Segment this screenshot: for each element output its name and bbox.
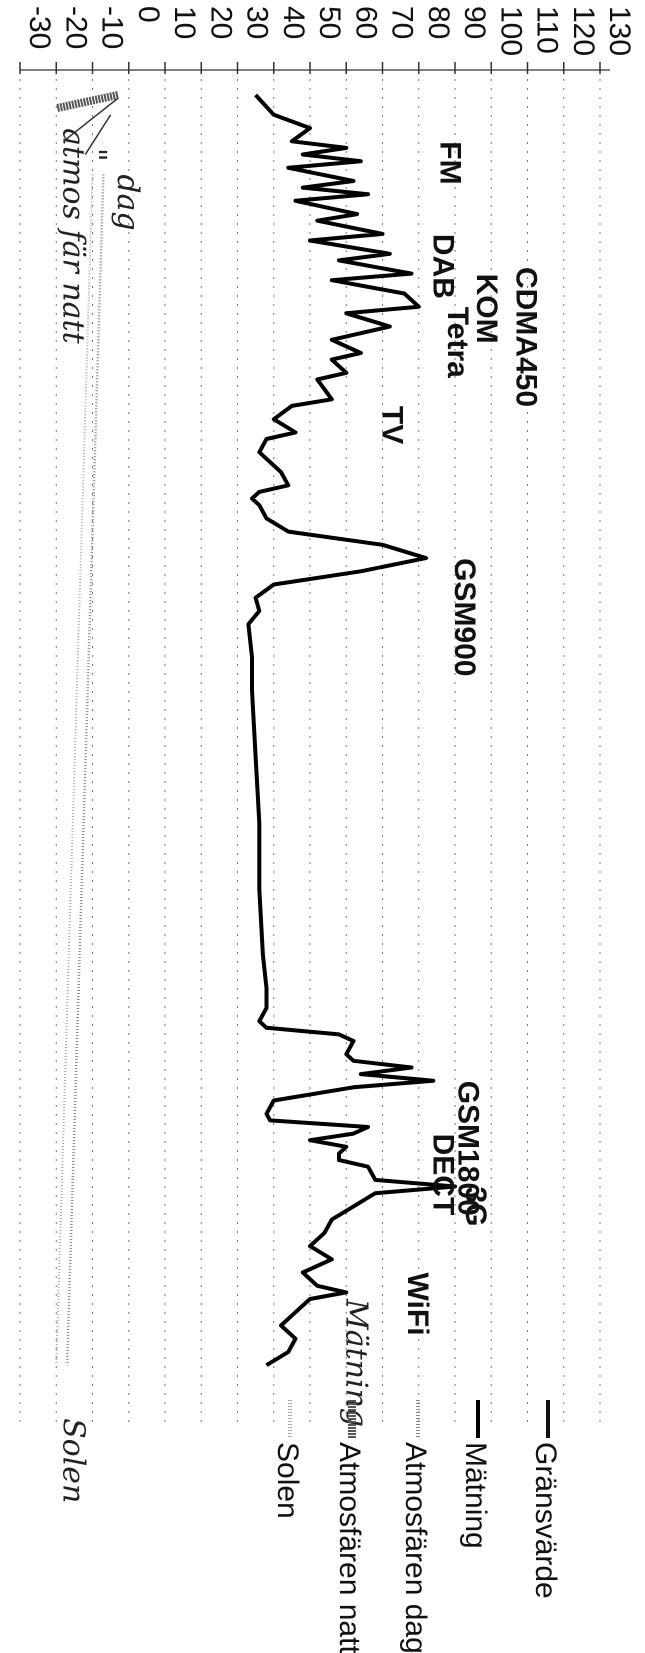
tick-label: 50 [313,6,346,39]
annotation-label: GSM1800 [452,1081,485,1216]
annotation-label: DECT [426,1134,459,1216]
annotation-label: CDMA450 [510,267,543,407]
tick-label: 30 [241,6,274,39]
annotation-label: dag [110,174,145,230]
annotation-label: KOM [470,274,503,344]
tick-label: 130 [603,6,636,56]
series-line-solen [55,174,94,1366]
series-line-m-tning [246,93,457,1367]
annotation-pointer [84,114,112,155]
legend-label: Mätning [459,1442,492,1549]
tick-label: 80 [422,6,455,39]
tick-label: -30 [23,6,56,49]
legend-label: Atmosfären dag [399,1442,432,1653]
annotation-pointer [63,97,119,142]
annotation-label: 3G [459,1187,492,1227]
annotation-label: GSM900 [448,558,481,676]
gridlines [19,70,601,1425]
annotation-label: " [77,148,112,162]
tick-label: 40 [277,6,310,39]
annotation-label: WiFi [401,1273,434,1336]
legend-label: Atmosfären natt [333,1442,366,1653]
tick-label: 110 [531,6,564,54]
tick-label: -20 [59,6,92,49]
annotation-label: TV [376,406,409,444]
tick-label: 100 [494,6,527,56]
tick-label: 0 [132,6,165,23]
tick-label: 120 [567,6,600,56]
series-lines [55,91,457,1367]
annotation-label: FM [434,141,467,184]
annotation-label: Solen [56,1418,91,1503]
y-axis-ticks: -30 -20 -10 0 10 20 30 40 50 60 70 80 90 100 110 120 130 [19,6,636,74]
tick-label: 90 [458,6,491,39]
legend-label: Solen [271,1442,304,1519]
annotation-label: Mätning [338,1298,373,1427]
annotation-label: DAB [426,234,459,299]
annotation-label: Tetra [441,307,474,378]
series-line-atmosf-ren-dag [65,174,105,1366]
legend-label: Gränsvärde [529,1442,562,1599]
legend: Gränsvärde Mätning Atmosfären dag Atmosfäre… [271,1400,562,1653]
tick-label: 70 [386,6,419,39]
tick-label: 10 [168,6,201,39]
annotation-label: atmos fär natt [56,128,91,345]
tick-label: 20 [204,6,237,39]
tick-label: 60 [349,6,382,39]
series-line-atmosf-ren-natt [55,91,119,113]
tick-label: -10 [96,6,129,49]
